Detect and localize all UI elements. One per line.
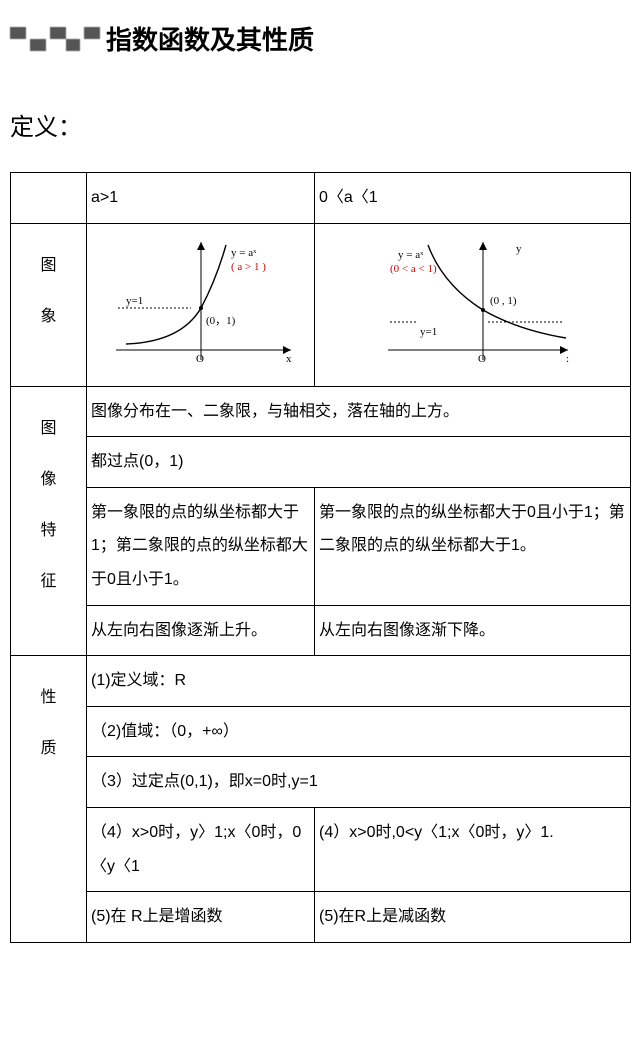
side-label-props: 性质 bbox=[11, 656, 87, 943]
prop-right: (4）x>0时,0<y〈1;x〈0时，y〉1. bbox=[315, 807, 631, 891]
prop-right: (5)在R上是减函数 bbox=[315, 892, 631, 943]
formula-label: y = aˣ bbox=[398, 249, 424, 261]
table-row: 图象 y = aˣ ( a > 1 ) y=1 (0，1) O x bbox=[11, 223, 631, 386]
table-row: (5)在 R上是增函数 (5)在R上是减函数 bbox=[11, 892, 631, 943]
table-row: （3）过定点(0,1)，即x=0时,y=1 bbox=[11, 757, 631, 808]
side-label-graph: 图象 bbox=[11, 223, 87, 386]
table-row: a>1 0〈a〈1 bbox=[11, 173, 631, 224]
annotation-label: ( a > 1 ) bbox=[231, 261, 266, 273]
point-label: (0 , 1) bbox=[490, 295, 517, 307]
prop-left: (5)在 R上是增函数 bbox=[87, 892, 315, 943]
feature-common-2: 都过点(0，1) bbox=[87, 437, 631, 488]
svg-text::: : bbox=[566, 353, 569, 365]
point-label: (0，1) bbox=[206, 315, 236, 327]
table-row: 从左向右图像逐渐上升。 从左向右图像逐渐下降。 bbox=[11, 605, 631, 656]
page-title: 指数函数及其性质 bbox=[106, 20, 314, 57]
feature-right: 第一象限的点的纵坐标都大于0且小于1；第二象限的点的纵坐标都大于1。 bbox=[315, 487, 631, 605]
y1-label: y=1 bbox=[126, 295, 143, 307]
svg-text:O: O bbox=[478, 353, 486, 365]
corner-cell bbox=[11, 173, 87, 224]
feature-right: 从左向右图像逐渐下降。 bbox=[315, 605, 631, 656]
formula-label: y = aˣ bbox=[231, 247, 257, 259]
annotation-label: (0 < a < 1) bbox=[390, 263, 437, 275]
exp-increasing-graph-icon: y = aˣ ( a > 1 ) y=1 (0，1) O x bbox=[96, 230, 306, 380]
prop-range: （2)值域：（0，+∞） bbox=[87, 706, 631, 757]
graph-cell-decreasing: y = aˣ (0 < a < 1) y=1 (0 , 1) O y : bbox=[315, 223, 631, 386]
prop-domain: (1)定义域：R bbox=[87, 656, 631, 707]
prop-left: （4）x>0时，y〉1;x〈0时，0〈y〈1 bbox=[87, 807, 315, 891]
col-header-a-gt-1: a>1 bbox=[87, 173, 315, 224]
table-row: （2)值域：（0，+∞） bbox=[11, 706, 631, 757]
feature-left: 从左向右图像逐渐上升。 bbox=[87, 605, 315, 656]
y1-label: y=1 bbox=[420, 326, 437, 338]
col-header-a-lt-1: 0〈a〈1 bbox=[315, 173, 631, 224]
feature-left: 第一象限的点的纵坐标都大于1；第二象限的点的纵坐标都大于0且小于1。 bbox=[87, 487, 315, 605]
table-row: 性质 (1)定义域：R bbox=[11, 656, 631, 707]
svg-text:O: O bbox=[196, 353, 204, 365]
pixelated-prefix bbox=[10, 27, 100, 51]
svg-text:y: y bbox=[516, 243, 522, 255]
exp-decreasing-graph-icon: y = aˣ (0 < a < 1) y=1 (0 , 1) O y : bbox=[368, 230, 578, 380]
page-title-row: 指数函数及其性质 bbox=[10, 20, 631, 57]
feature-common-1: 图像分布在一、二象限，与轴相交，落在轴的上方。 bbox=[87, 386, 631, 437]
side-label-features: 图像特征 bbox=[11, 386, 87, 656]
table-row: 图像特征 图像分布在一、二象限，与轴相交，落在轴的上方。 bbox=[11, 386, 631, 437]
prop-fixed-point: （3）过定点(0,1)，即x=0时,y=1 bbox=[87, 757, 631, 808]
svg-text:x: x bbox=[286, 353, 292, 365]
section-label: 定义： bbox=[10, 107, 631, 142]
properties-table: a>1 0〈a〈1 图象 y = aˣ ( a > 1 ) y=1 (0，1) … bbox=[10, 172, 631, 943]
graph-cell-increasing: y = aˣ ( a > 1 ) y=1 (0，1) O x bbox=[87, 223, 315, 386]
table-row: 都过点(0，1) bbox=[11, 437, 631, 488]
table-row: 第一象限的点的纵坐标都大于1；第二象限的点的纵坐标都大于0且小于1。 第一象限的… bbox=[11, 487, 631, 605]
table-row: （4）x>0时，y〉1;x〈0时，0〈y〈1 (4）x>0时,0<y〈1;x〈0… bbox=[11, 807, 631, 891]
